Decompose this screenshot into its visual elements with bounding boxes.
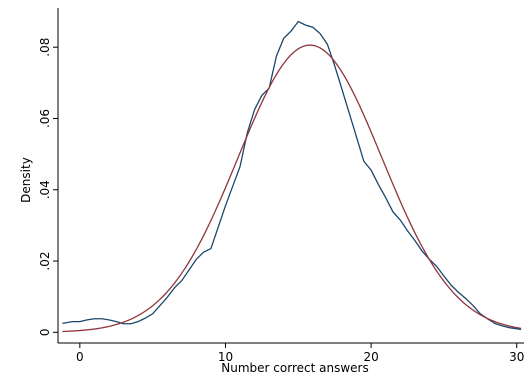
plot-region (62, 20, 522, 333)
y-tick-label: .06 (38, 109, 52, 128)
y-tick-label: .02 (38, 251, 52, 270)
x-tick-label: 10 (218, 350, 233, 364)
y-tick-label: .08 (38, 38, 52, 57)
x-axis-label: Number correct answers (221, 361, 368, 375)
x-tick-label: 30 (509, 350, 524, 364)
y-tick-label: .04 (38, 180, 52, 199)
x-tick-label: 20 (363, 350, 378, 364)
x-axis: 0 10 20 30 (58, 342, 524, 364)
x-ticks: 0 10 20 30 (76, 343, 524, 364)
y-axis: 0 .02 .04 .06 .08 (38, 8, 59, 343)
y-ticks: 0 .02 .04 .06 .08 (38, 38, 58, 336)
y-tick-label: 0 (38, 328, 52, 336)
y-axis-label: Density (19, 157, 33, 203)
kernel-density-line (62, 20, 522, 331)
x-tick-label: 0 (76, 350, 84, 364)
normal-density-line (62, 44, 522, 333)
